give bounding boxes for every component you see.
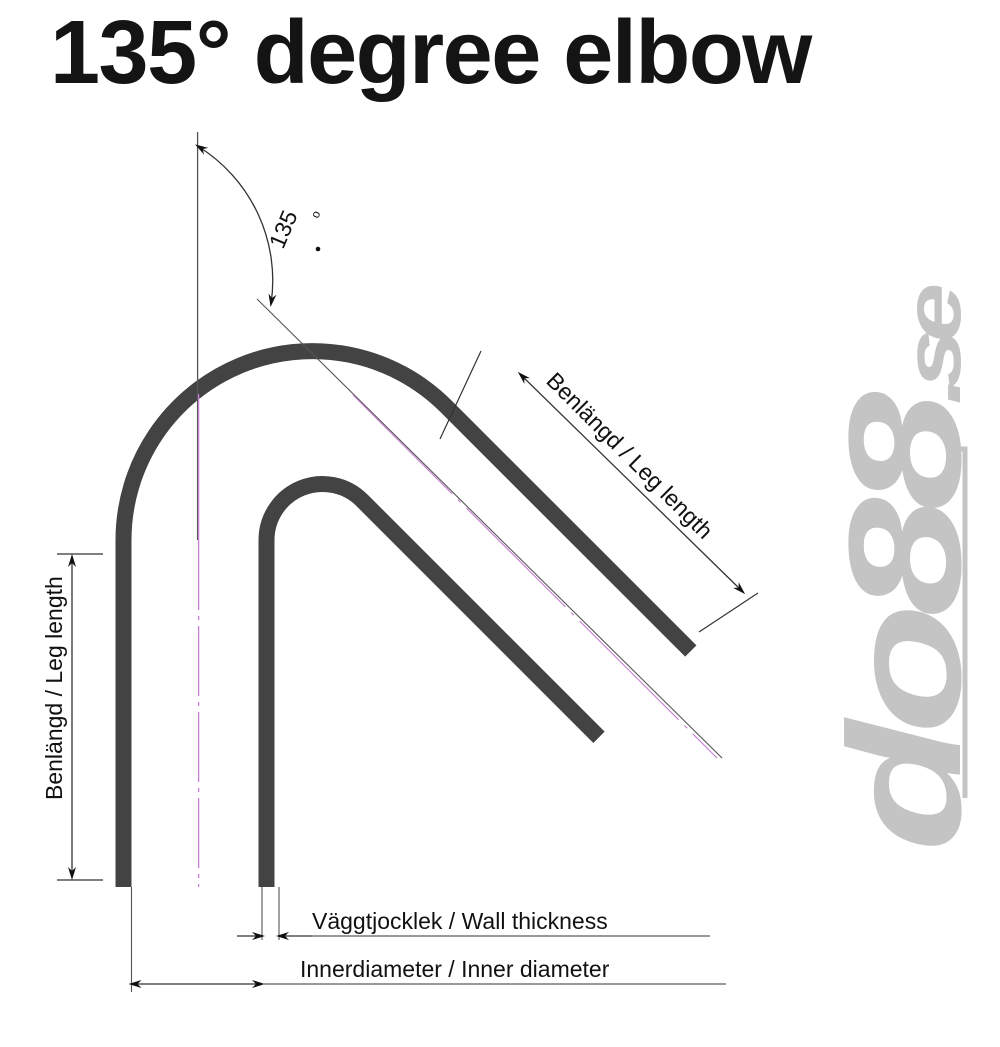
svg-text:Innerdiameter / Inner diameter: Innerdiameter / Inner diameter	[300, 956, 610, 982]
svg-text:Väggtjocklek / Wall thickness: Väggtjocklek / Wall thickness	[312, 908, 608, 934]
svg-text:o: o	[308, 208, 324, 220]
svg-text:Benlängd / Leg length: Benlängd / Leg length	[41, 576, 67, 800]
svg-text:135: 135	[264, 206, 303, 251]
